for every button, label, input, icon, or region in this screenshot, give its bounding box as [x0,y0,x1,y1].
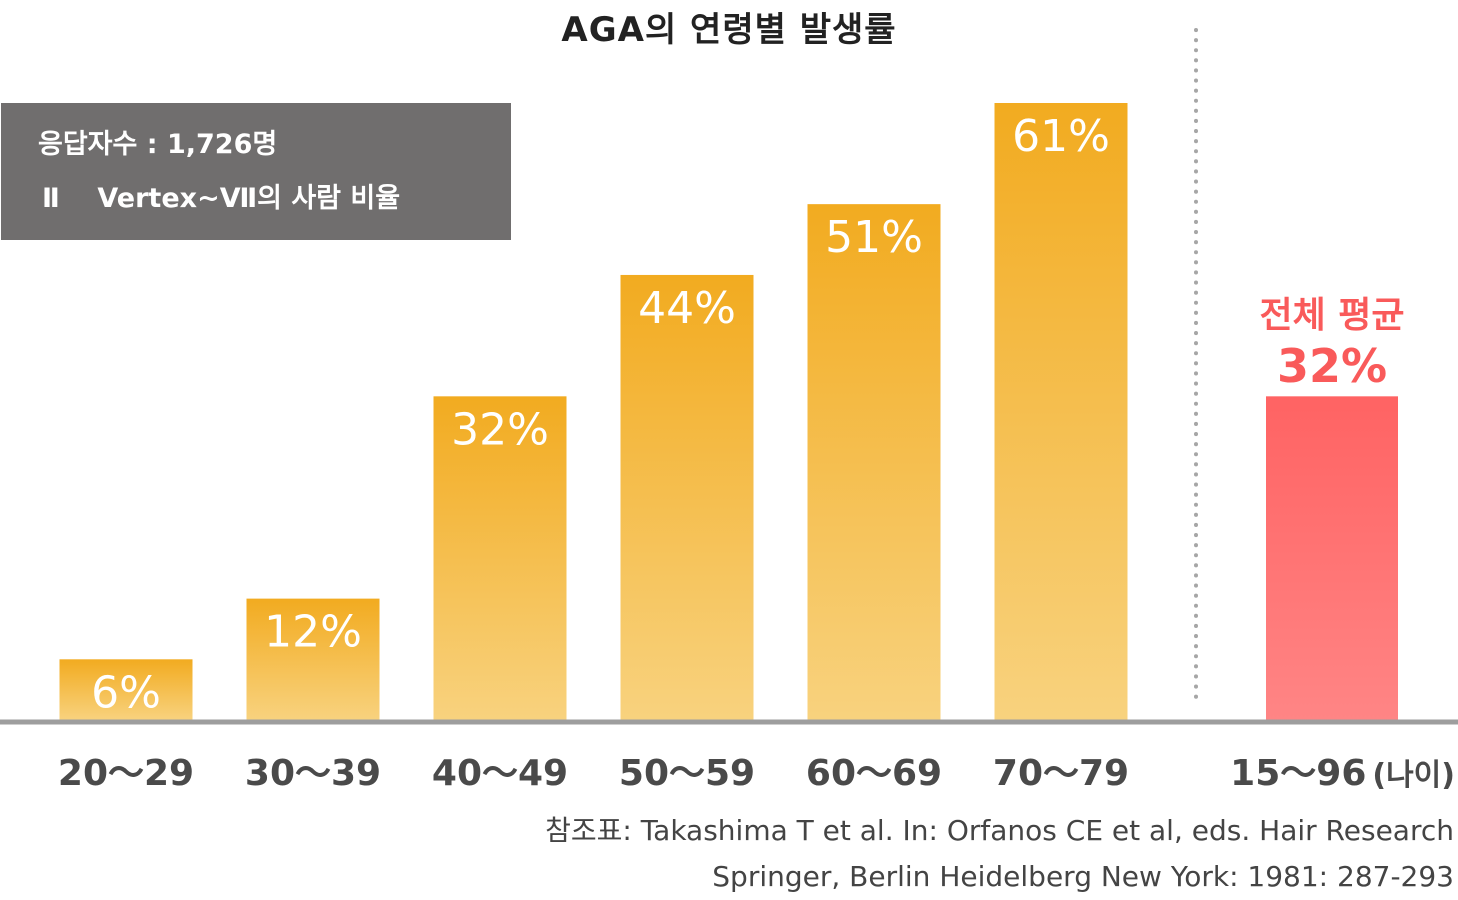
average-value-label: 32% [1277,339,1387,393]
source-note: 참조표: Takashima T et al. In: Orfanos CE e… [545,808,1454,900]
bar-30～39 [246,598,380,720]
x-tick-label: 30～39 [245,753,381,794]
bar-40～49 [433,396,567,720]
x-tick-label: 20～29 [58,753,194,794]
criteria-text: Ⅱ Vertex~Ⅶ의 사람 비율 [42,183,401,214]
x-tick-label: 50～59 [619,753,755,794]
bar-20～29 [59,659,193,720]
info-box [1,103,511,240]
average-label: 전체 평균 [1259,295,1404,336]
source-line-2: Springer, Berlin Heidelberg New York: 19… [712,860,1454,893]
source-line-1: 참조표: Takashima T et al. In: Orfanos CE e… [545,814,1454,847]
x-tick-label: 60～69 [806,753,942,794]
bar-value-label: 32% [451,404,549,455]
x-tick-label: 40～49 [432,753,568,794]
respondents-text: 응답자수 : 1,726명 [38,129,278,160]
bar-value-label: 12% [264,607,362,658]
bar-value-label: 44% [638,283,736,334]
bar-value-label: 6% [91,667,161,718]
bar-value-label: 61% [1012,111,1110,162]
chart-title: AGA의 연령별 발생률 [561,10,897,50]
bar-70～79 [994,103,1128,720]
bar-value-label: 51% [825,212,923,263]
age-unit-label: (나이) [1372,758,1455,793]
x-tick-label: 70～79 [993,753,1129,794]
average-bar [1266,396,1398,720]
average-category: 15～96 [1230,753,1366,794]
bar-50～59 [620,274,754,720]
bar-60～69 [807,204,941,721]
average-x-tick-label: 15～96 (나이) [1230,753,1455,794]
